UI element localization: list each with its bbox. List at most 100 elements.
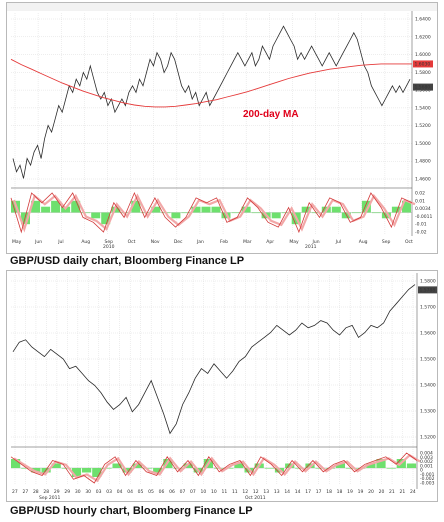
macd-y-tick-label: 0.003 xyxy=(420,455,433,461)
x-tick-label: 30 xyxy=(85,489,91,495)
price-y-tick-label: 1.6000 xyxy=(415,52,431,58)
price-y-tick-label: 1.5600 xyxy=(415,88,431,94)
x-tick-label: Mar xyxy=(243,239,252,245)
macd-histogram-bar xyxy=(264,468,274,469)
x-tick-label: 24 xyxy=(410,489,416,495)
macd-histogram-bar xyxy=(101,212,111,225)
hourly-chart-panel: 1.5800 1.5700 1.5600 1.5500 1.5400 1.5300 1.52… xyxy=(0,270,444,522)
hourly-chart-frame: 1.5800 1.5700 1.5600 1.5500 1.5400 1.5300 1.52… xyxy=(6,270,438,502)
price-y-tick-label: 1.5200 xyxy=(420,435,436,441)
price-y-tick-label: 1.5800 xyxy=(415,70,431,76)
macd-histogram-bar xyxy=(81,212,91,214)
x-tick-label: 29 xyxy=(64,489,70,495)
macd-histogram-bar xyxy=(131,200,141,213)
macd-histogram-bar xyxy=(61,468,71,469)
macd-histogram-bar xyxy=(21,212,30,225)
x-tick-label: May xyxy=(12,239,22,245)
macd-histogram-bar xyxy=(371,212,381,214)
macd-histogram-bar xyxy=(111,206,121,213)
price-y-tick-label: 1.6400 xyxy=(415,17,431,23)
hourly-y-ticks: 1.5800 1.5700 1.5600 1.5500 1.5400 1.5300 1.52… xyxy=(418,279,438,441)
daily-chart-svg: 200-day MA 1.6400 1.6200 1.6000 1.5800 1.560… xyxy=(7,3,437,250)
macd-histogram-bar xyxy=(132,463,142,468)
x-tick-label: 30 xyxy=(75,489,81,495)
last-price-label: 1.5680 xyxy=(415,85,431,91)
price-y-tick-label: 1.5000 xyxy=(415,141,431,147)
daily-grid xyxy=(11,13,412,234)
macd-line xyxy=(10,191,413,234)
macd-y-tick-label: 0.02 xyxy=(415,191,425,197)
macd-y-tick-label: -0.001 xyxy=(420,472,435,478)
macd-histogram-bar xyxy=(376,459,386,468)
macd-histogram-bar xyxy=(71,468,82,477)
ma-line xyxy=(10,58,412,108)
x-tick-label: 27 xyxy=(22,489,28,495)
hourly-chart-svg: 1.5800 1.5700 1.5600 1.5500 1.5400 1.5300 1.52… xyxy=(10,273,438,501)
daily-chart-caption: GBP/USD daily chart, Bloomberg Finance L… xyxy=(10,255,245,267)
ma-value-marker xyxy=(413,60,433,68)
price-y-tick-label: 1.5600 xyxy=(420,331,436,337)
macd-histogram-bar xyxy=(91,212,101,219)
macd-histogram-bar xyxy=(183,463,193,468)
macd-histogram-bar xyxy=(31,468,41,473)
x-tick-label: Aug xyxy=(81,239,90,245)
price-line xyxy=(12,25,411,179)
last-price-marker xyxy=(413,83,433,91)
macd-histogram-bar xyxy=(402,200,411,213)
macd-histogram-bar xyxy=(386,468,396,469)
macd-y-tick-label: 0.004 xyxy=(420,451,433,457)
daily-year-label-2011: 2011 xyxy=(305,244,317,250)
price-y-tick-label: 1.5800 xyxy=(420,279,436,285)
x-tick-label: May xyxy=(289,239,299,245)
x-tick-label: 03 xyxy=(96,489,102,495)
x-tick-label: 21 xyxy=(389,489,395,495)
x-tick-label: Jun xyxy=(34,239,42,245)
hourly-x-ticks: 27 27 28 28 29 29 30 30 03 03 04 04 05 05 06 06 07 07 10 10… xyxy=(12,489,416,495)
macd-histogram-bar xyxy=(112,463,122,468)
macd-histogram-bar xyxy=(21,468,31,469)
macd-histogram-bar xyxy=(231,212,241,214)
macd-y-tick-label: 0 xyxy=(420,468,423,474)
x-tick-label: 11 xyxy=(232,489,238,495)
x-tick-label: 05 xyxy=(148,489,154,495)
x-tick-label: Feb xyxy=(220,239,228,245)
price-y-tick-label: 1.5300 xyxy=(420,409,436,415)
x-tick-label: 04 xyxy=(117,489,123,495)
macd-histogram-bar xyxy=(391,206,401,213)
x-tick-label: 21 xyxy=(400,489,406,495)
hourly-chart-caption: GBP/USD hourly chart, Bloomberg Finance … xyxy=(10,505,253,517)
macd-histogram-bar xyxy=(251,212,261,214)
x-tick-label: Aug xyxy=(359,239,368,245)
price-y-tick-label: 1.4800 xyxy=(415,159,431,165)
macd-histogram-bar xyxy=(201,206,211,213)
x-tick-label: 07 xyxy=(190,489,196,495)
price-y-tick-label: 1.5400 xyxy=(420,383,436,389)
macd-histogram-bar xyxy=(92,468,102,477)
macd-histogram-bar xyxy=(51,463,61,468)
macd-y-tick-label: 0.002 xyxy=(420,459,433,465)
price-y-tick-label: 1.5200 xyxy=(415,123,431,129)
x-tick-label: 12 xyxy=(253,489,259,495)
macd-histogram-bar xyxy=(301,206,311,213)
x-tick-label: 05 xyxy=(138,489,144,495)
daily-year-label-2010: 2010 xyxy=(103,244,115,250)
last-price-label: 1.5788 xyxy=(420,287,436,293)
x-tick-label: 20 xyxy=(379,489,385,495)
daily-y-ticks: 1.6400 1.6200 1.6000 1.5800 1.5600 1.5400 1.52… xyxy=(413,17,433,183)
macd-y-tick-label: -0.003 xyxy=(420,481,435,487)
macd-histogram-bar xyxy=(41,206,51,213)
macd-histogram-bar xyxy=(191,206,201,213)
price-y-tick-label: 1.5500 xyxy=(420,357,436,363)
daily-chart-header-strip xyxy=(7,3,437,11)
macd-y-tick-label: 0.001 xyxy=(420,463,433,469)
macd-histogram-bar xyxy=(171,212,181,219)
price-line xyxy=(12,284,416,435)
x-tick-label: 13 xyxy=(263,489,269,495)
macd-histogram-bar xyxy=(285,463,295,468)
hourly-period-label-oct: Oct 2011 xyxy=(245,495,266,501)
macd-histogram-bar xyxy=(153,468,163,473)
x-tick-label: 29 xyxy=(54,489,60,495)
x-tick-label: 20 xyxy=(368,489,374,495)
macd-histogram-bar xyxy=(331,206,341,213)
x-tick-label: 12 xyxy=(242,489,248,495)
